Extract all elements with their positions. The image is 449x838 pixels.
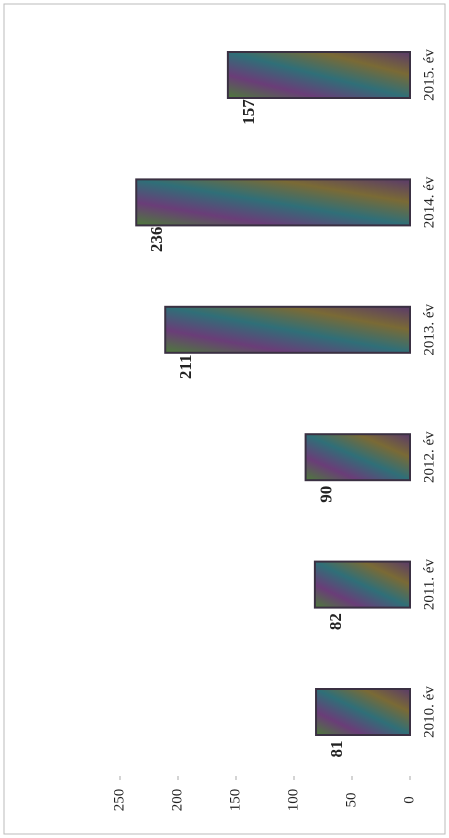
bar <box>226 51 411 99</box>
bar <box>135 178 412 227</box>
x-tick-label: 2012. év <box>421 431 437 483</box>
data-label: 81 <box>327 741 346 758</box>
y-tick-label: 150 <box>227 789 243 812</box>
frame <box>3 3 446 835</box>
data-label: 82 <box>326 613 345 630</box>
bar <box>304 433 412 482</box>
y-tick-label: 250 <box>111 789 127 812</box>
data-label: 90 <box>317 486 336 503</box>
y-tick-label: 50 <box>343 793 359 808</box>
x-tick-label: 2011. év <box>421 559 437 611</box>
data-label: 211 <box>176 355 195 380</box>
data-label: 236 <box>147 227 166 253</box>
y-tick-label: 100 <box>285 789 301 812</box>
bar <box>315 688 412 736</box>
y-tick-label: 0 <box>401 796 417 804</box>
bar <box>313 560 412 609</box>
x-tick-label: 2013. év <box>421 303 437 355</box>
x-tick-label: 2010. év <box>421 686 437 738</box>
y-tick-label: 200 <box>169 789 185 812</box>
plot-area: 0 50 100 150 200 250 2010. év 81 2011. év 82 2012.… <box>111 49 437 812</box>
x-tick-label: 2015. év <box>421 49 437 101</box>
x-tick-label: 2014. év <box>421 176 437 228</box>
bar <box>164 305 411 354</box>
data-label: 157 <box>239 99 258 125</box>
